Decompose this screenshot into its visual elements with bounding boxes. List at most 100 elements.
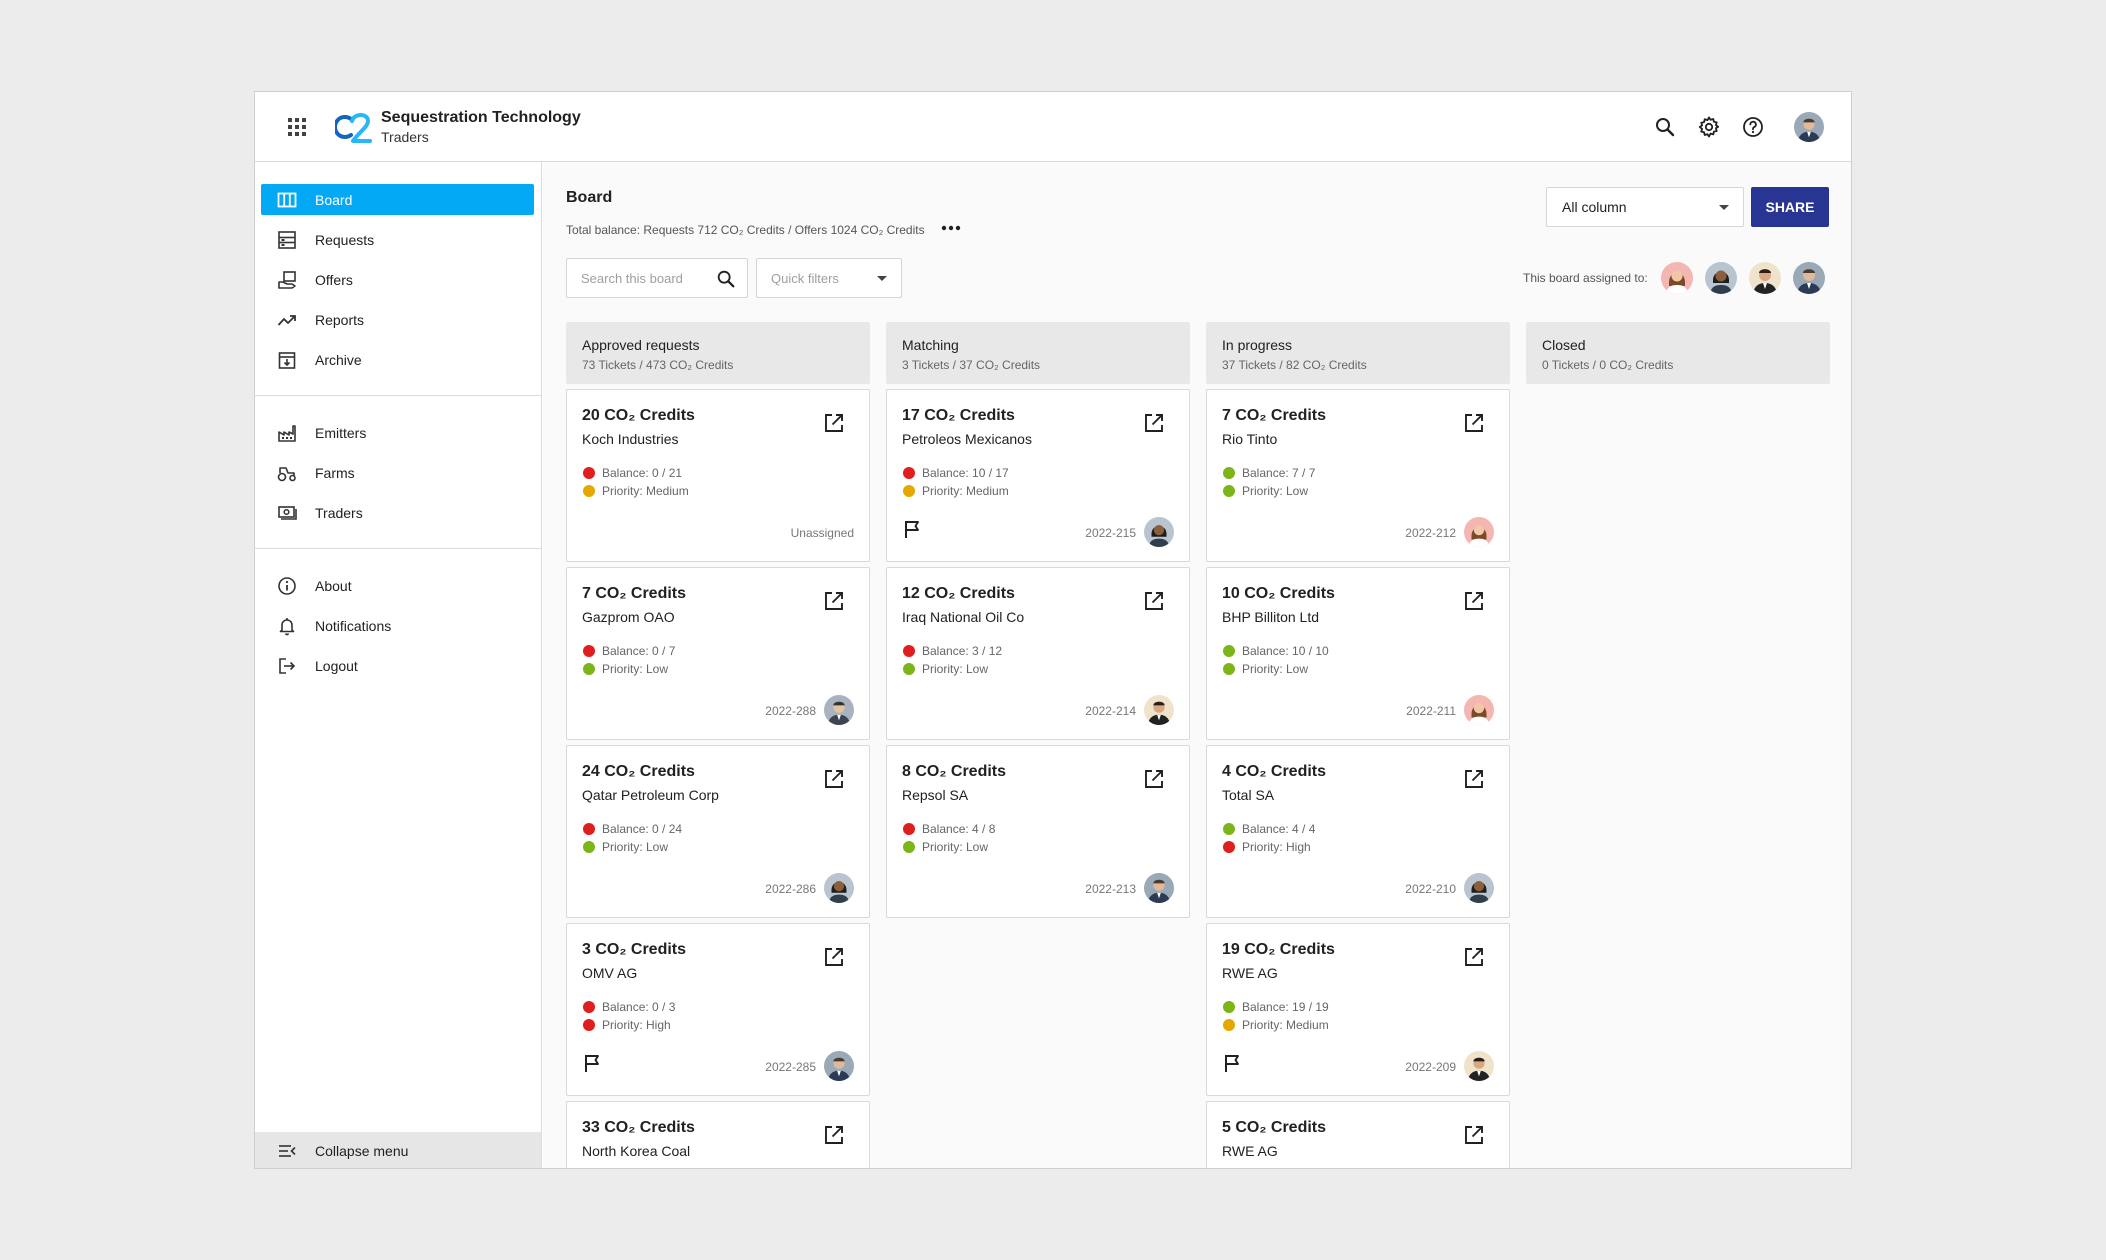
ticket-card[interactable]: 8 CO₂ Credits Repsol SA Balance: 4 / 8 Prio…	[886, 745, 1190, 918]
column-count: 37 Tickets / 82 CO₂ Credits	[1222, 358, 1367, 372]
sidebar-item-label: Logout	[315, 657, 358, 674]
ticket-card[interactable]: 19 CO₂ Credits RWE AG Balance: 19 / 19 Prio…	[1206, 923, 1510, 1096]
balance-status-dot	[1223, 645, 1235, 657]
card-assignee-avatar[interactable]	[1464, 1051, 1494, 1081]
search-input[interactable]	[581, 270, 711, 286]
sidebar-item-board[interactable]: Board	[261, 184, 534, 215]
collapse-menu-button[interactable]: Collapse menu	[255, 1132, 541, 1168]
column-select-value: All column	[1562, 199, 1627, 215]
ticket-card[interactable]: 4 CO₂ Credits Total SA Balance: 4 / 4 Prior…	[1206, 745, 1510, 918]
balance-row: Balance: 0 / 24	[583, 822, 682, 836]
sidebar-item-reports[interactable]: Reports	[261, 304, 534, 335]
ticket-card[interactable]: 12 CO₂ Credits Iraq National Oil Co Balanc…	[886, 567, 1190, 740]
quick-filters-label: Quick filters	[771, 270, 839, 286]
card-company: Petroleos Mexicanos	[902, 431, 1032, 447]
sidebar-item-archive[interactable]: Archive	[261, 344, 534, 375]
open-in-new-icon[interactable]	[1463, 1124, 1485, 1146]
open-in-new-icon[interactable]	[1463, 946, 1485, 968]
card-assignee-avatar[interactable]	[824, 873, 854, 903]
ticket-card[interactable]: 24 CO₂ Credits Qatar Petroleum Corp Balanc…	[566, 745, 870, 918]
open-in-new-icon[interactable]	[823, 768, 845, 790]
open-in-new-icon[interactable]	[1463, 768, 1485, 790]
priority-status-dot	[1223, 485, 1235, 497]
assignee-avatar[interactable]	[1705, 262, 1737, 294]
card-company: Koch Industries	[582, 431, 679, 447]
card-assignee-avatar[interactable]	[1144, 873, 1174, 903]
column-select[interactable]: All column	[1546, 187, 1744, 227]
sidebar-item-offers[interactable]: Offers	[261, 264, 534, 295]
card-company: Repsol SA	[902, 787, 969, 803]
card-assignee-avatar[interactable]	[824, 1051, 854, 1081]
ticket-card[interactable]: 10 CO₂ Credits BHP Billiton Ltd Balance: 1…	[1206, 567, 1510, 740]
priority-row: Priority: High	[1223, 840, 1311, 854]
search-box	[566, 258, 748, 298]
card-company: Gazprom OAO	[582, 609, 675, 625]
sidebar-item-farms[interactable]: Farms	[261, 457, 534, 488]
app-subtitle: Traders	[381, 129, 429, 145]
card-title: 20 CO₂ Credits	[582, 407, 695, 424]
collapse-menu-label: Collapse menu	[315, 1143, 409, 1159]
ticket-card[interactable]: 20 CO₂ Credits Koch Industries Balance: 0 …	[566, 389, 870, 562]
card-id: 2022-215	[1085, 526, 1136, 540]
card-assignee-avatar[interactable]	[1144, 695, 1174, 725]
sidebar-item-label: Notifications	[315, 617, 392, 634]
card-assignee-avatar[interactable]	[824, 695, 854, 725]
open-in-new-icon[interactable]	[823, 412, 845, 434]
card-title: 10 CO₂ Credits	[1222, 585, 1335, 602]
priority-text: Priority: Medium	[1242, 1018, 1329, 1032]
balance-row: Balance: 0 / 21	[583, 466, 682, 480]
assignee-avatar[interactable]	[1749, 262, 1781, 294]
open-in-new-icon[interactable]	[823, 1124, 845, 1146]
flag-icon[interactable]	[582, 1052, 604, 1074]
card-assignee-avatar[interactable]	[1144, 517, 1174, 547]
apps-grid-icon[interactable]	[288, 118, 306, 136]
ticket-card[interactable]: 5 CO₂ Credits RWE AG	[1206, 1101, 1510, 1168]
quick-filters-dropdown[interactable]: Quick filters	[756, 258, 902, 298]
card-assignee-avatar[interactable]	[1464, 873, 1494, 903]
sidebar-item-notifications[interactable]: Notifications	[261, 610, 534, 641]
card-title: 7 CO₂ Credits	[582, 585, 687, 602]
open-in-new-icon[interactable]	[823, 590, 845, 612]
ticket-card[interactable]: 7 CO₂ Credits Gazprom OAO Balance: 0 / 7 Pr…	[566, 567, 870, 740]
assignee-avatar[interactable]	[1661, 262, 1693, 294]
search-icon[interactable]	[1653, 115, 1677, 139]
assignee-avatar[interactable]	[1793, 262, 1825, 294]
flag-icon[interactable]	[902, 518, 924, 540]
open-in-new-icon[interactable]	[1463, 412, 1485, 434]
open-in-new-icon[interactable]	[1143, 768, 1165, 790]
open-in-new-icon[interactable]	[1143, 590, 1165, 612]
flag-icon[interactable]	[1222, 1052, 1244, 1074]
sidebar-item-traders[interactable]: Traders	[261, 497, 534, 528]
card-title: 7 CO₂ Credits	[1222, 407, 1327, 424]
card-title: 17 CO₂ Credits	[902, 407, 1015, 424]
open-in-new-icon[interactable]	[1463, 590, 1485, 612]
app-title: Sequestration Technology	[381, 109, 581, 126]
balance-text: Balance: 4 / 4	[1242, 822, 1316, 836]
sidebar-item-about[interactable]: About	[261, 570, 534, 601]
ticket-card[interactable]: 7 CO₂ Credits Rio Tinto Balance: 7 / 7 Prio…	[1206, 389, 1510, 562]
archive-icon	[278, 351, 296, 369]
open-in-new-icon[interactable]	[823, 946, 845, 968]
ticket-card[interactable]: 17 CO₂ Credits Petroleos Mexicanos Balance…	[886, 389, 1190, 562]
sidebar-item-emitters[interactable]: Emitters	[261, 417, 534, 448]
card-id: 2022-209	[1405, 1060, 1456, 1074]
open-in-new-icon[interactable]	[1143, 412, 1165, 434]
balance-text: Balance: 19 / 19	[1242, 1000, 1329, 1014]
help-icon[interactable]	[1741, 115, 1765, 139]
ticket-card[interactable]: 3 CO₂ Credits OMV AG Balance: 0 / 3 Priorit…	[566, 923, 870, 1096]
card-id: 2022-286	[765, 882, 816, 896]
priority-row: Priority: Medium	[1223, 1018, 1329, 1032]
card-assignee-avatar[interactable]	[1464, 695, 1494, 725]
card-assignee-avatar[interactable]	[1464, 517, 1494, 547]
priority-text: Priority: Low	[922, 840, 989, 854]
sidebar-item-logout[interactable]: Logout	[261, 650, 534, 681]
priority-row: Priority: Low	[1223, 484, 1308, 498]
ticket-card[interactable]: 33 CO₂ Credits North Korea Coal	[566, 1101, 870, 1168]
user-avatar[interactable]	[1794, 112, 1824, 142]
sidebar-item-requests[interactable]: Requests	[261, 224, 534, 255]
more-horizontal-icon[interactable]	[940, 220, 962, 236]
gear-icon[interactable]	[1697, 115, 1721, 139]
share-button[interactable]: SHARE	[1751, 187, 1829, 227]
search-icon[interactable]	[715, 268, 737, 290]
priority-status-dot	[583, 1019, 595, 1031]
